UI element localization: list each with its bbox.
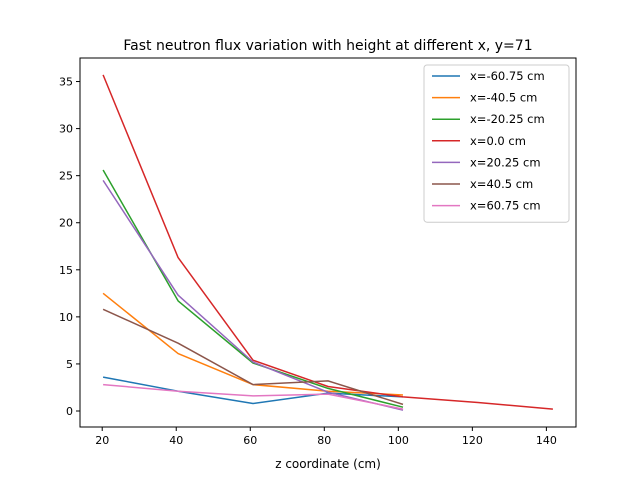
y-tick-label: 30	[59, 123, 73, 136]
legend-box	[423, 64, 570, 223]
y-tick-label: 15	[59, 264, 73, 277]
x-tick-label: 40	[169, 434, 183, 447]
y-tick-label: 25	[59, 170, 73, 183]
series-layer	[102, 74, 553, 411]
series-line-4	[102, 179, 404, 411]
y-tick-label: 5	[66, 358, 73, 371]
x-tick-label: 80	[317, 434, 331, 447]
y-tick-label: 20	[59, 217, 73, 230]
legend-label: x=-40.5 cm	[470, 91, 537, 105]
legend-label: x=40.5 cm	[470, 177, 533, 191]
legend-label: x=60.75 cm	[470, 199, 541, 213]
legend-label: x=20.25 cm	[470, 155, 541, 169]
x-tick-label: 60	[243, 434, 257, 447]
legend-label: x=-60.75 cm	[470, 69, 545, 83]
y-axis-ticks: 0 5 10 15 20 25 30 35	[59, 76, 80, 418]
x-axis-label: z coordinate (cm)	[275, 457, 381, 471]
x-tick-label: 20	[95, 434, 109, 447]
x-tick-label: 140	[536, 434, 557, 447]
y-tick-label: 10	[59, 311, 73, 324]
series-line-6	[103, 383, 404, 410]
legend: x=-60.75 cm x=-40.5 cm x=-20.25 cm x=0.0 cm…	[423, 64, 570, 223]
legend-label: x=-20.25 cm	[470, 112, 545, 126]
series-line-1	[102, 292, 404, 396]
x-axis-ticks: 20 40 60 80 100 120 140	[95, 427, 557, 447]
chart-title: Fast neutron flux variation with height …	[123, 38, 532, 54]
series-line-5	[102, 308, 404, 406]
x-tick-label: 100	[388, 434, 409, 447]
legend-label: x=0.0 cm	[470, 134, 526, 148]
series-line-2	[102, 169, 404, 408]
x-tick-label: 120	[462, 434, 483, 447]
y-tick-label: 35	[59, 76, 73, 89]
y-tick-label: 0	[66, 405, 73, 418]
plot-frame	[79, 57, 577, 428]
series-line-3	[102, 74, 553, 410]
